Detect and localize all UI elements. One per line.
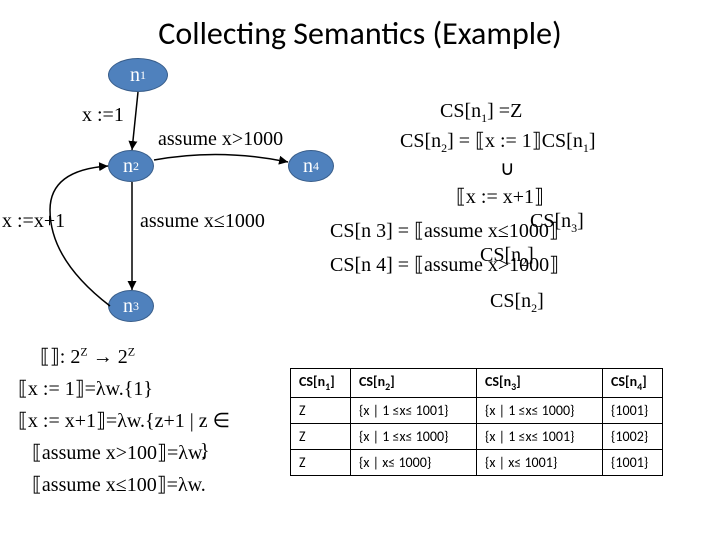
table-cell: {x | 1 ≤x≤ 1000} [351, 423, 477, 449]
edge-label-assume-le: assume x≤1000 [140, 210, 265, 233]
table-cell: {1001} [603, 397, 663, 423]
table-header: CS[n2] [351, 369, 477, 398]
table-row: Z{x | 1 ≤x≤ 1000}{x | 1 ≤x≤ 1001}{1002} [291, 423, 663, 449]
cs-line: CS[n2] = ⟦x := 1⟧CS[n1] [400, 128, 596, 156]
table-cell: {x | 1 ≤x≤ 1001} [351, 397, 477, 423]
cs-line: CS[n 3] = ⟦assume x≤1000⟧ [330, 218, 559, 243]
table-cell: {1002} [603, 423, 663, 449]
table-cell: Z [291, 449, 351, 475]
table-cell: Z [291, 423, 351, 449]
node-n2: n2 [108, 150, 154, 182]
table-cell: {x | x≤ 1001} [477, 449, 603, 475]
table-header: CS[n1] [291, 369, 351, 398]
table-cell: {1001} [603, 449, 663, 475]
table-header: CS[n4] [603, 369, 663, 398]
cs-line: CS[n1] =Z [440, 100, 522, 126]
node-n4: n4 [288, 150, 334, 182]
formula-line: ⟦assume x>100⟧=λw. [32, 440, 206, 465]
cs-line: CS[n2] [490, 290, 544, 316]
formula-line: ⟦x := x+1⟧=λw.{z+1 | z ∈ [18, 408, 230, 433]
cs-line-overlay: CS[n2] [480, 244, 534, 270]
cs-line-overlay: CS[n3] [530, 210, 584, 236]
table-row: Z{x | 1 ≤x≤ 1001}{x | 1 ≤x≤ 1000}{1001} [291, 397, 663, 423]
cs-iteration-table: CS[n1]CS[n2]CS[n3]CS[n4] Z{x | 1 ≤x≤ 100… [290, 368, 663, 476]
table-cell: {x | 1 ≤x≤ 1000} [477, 397, 603, 423]
table-header: CS[n3] [477, 369, 603, 398]
table-row: Z{x | x≤ 1000}{x | x≤ 1001}{1001} [291, 449, 663, 475]
formula-line: ⟦assume x≤100⟧=λw. [32, 472, 206, 497]
slide-title: Collecting Semantics (Example) [0, 14, 720, 53]
table-cell: {x | 1 ≤x≤ 1001} [477, 423, 603, 449]
cs-line: ⟦x := x+1⟧ [456, 184, 544, 209]
node-n3: n3 [108, 290, 154, 322]
edge-label-x-incr: x :=x+1 [2, 210, 65, 233]
formula-line: } [200, 440, 210, 463]
formula-line: ⟦x := 1⟧=λw.{1} [18, 376, 153, 401]
table-cell: {x | x≤ 1000} [351, 449, 477, 475]
node-n1: n1 [108, 58, 168, 92]
cs-line: ∪ [500, 156, 515, 181]
edge-label-x-assign-1: x :=1 [82, 104, 124, 127]
formula-line: ⟦⟧: 2Z → 2Z [40, 344, 135, 369]
edge-label-assume-gt: assume x>1000 [158, 128, 283, 151]
table-cell: Z [291, 397, 351, 423]
